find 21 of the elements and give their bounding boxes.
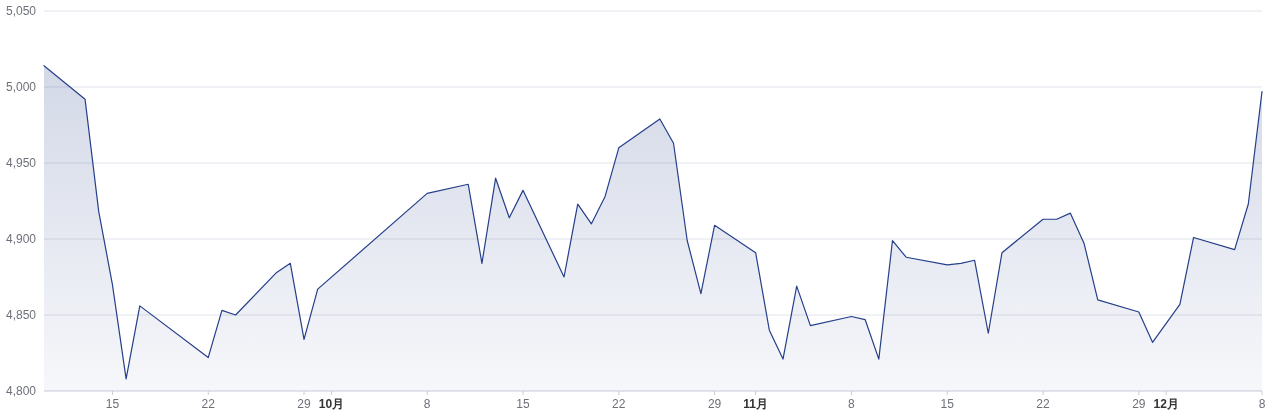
x-tick-label: 10月 (318, 397, 345, 411)
x-tick-label: 8 (423, 397, 431, 411)
y-tick-label: 4,800 (5, 384, 36, 398)
y-tick-label: 5,050 (5, 4, 36, 18)
x-tick-label: 15 (516, 397, 530, 411)
x-tick-label: 8 (1258, 397, 1266, 411)
y-tick-label: 4,900 (5, 232, 36, 246)
x-tick-label: 11月 (743, 397, 768, 411)
x-tick-label: 22 (1036, 397, 1050, 411)
x-tick-label: 29 (707, 397, 722, 411)
x-tick-label: 22 (201, 397, 215, 411)
x-tick-label: 15 (940, 397, 954, 411)
x-tick-label: 8 (848, 397, 855, 411)
x-tick-label: 12月 (1153, 397, 1179, 411)
x-tick-label: 29 (1132, 397, 1146, 411)
x-tick-label: 22 (612, 397, 626, 411)
y-tick-label: 4,850 (5, 308, 36, 322)
x-tick-label: 15 (105, 397, 120, 411)
y-tick-label: 5,000 (5, 80, 36, 94)
x-tick-label: 29 (297, 397, 311, 411)
y-tick-label: 4,950 (5, 156, 36, 170)
